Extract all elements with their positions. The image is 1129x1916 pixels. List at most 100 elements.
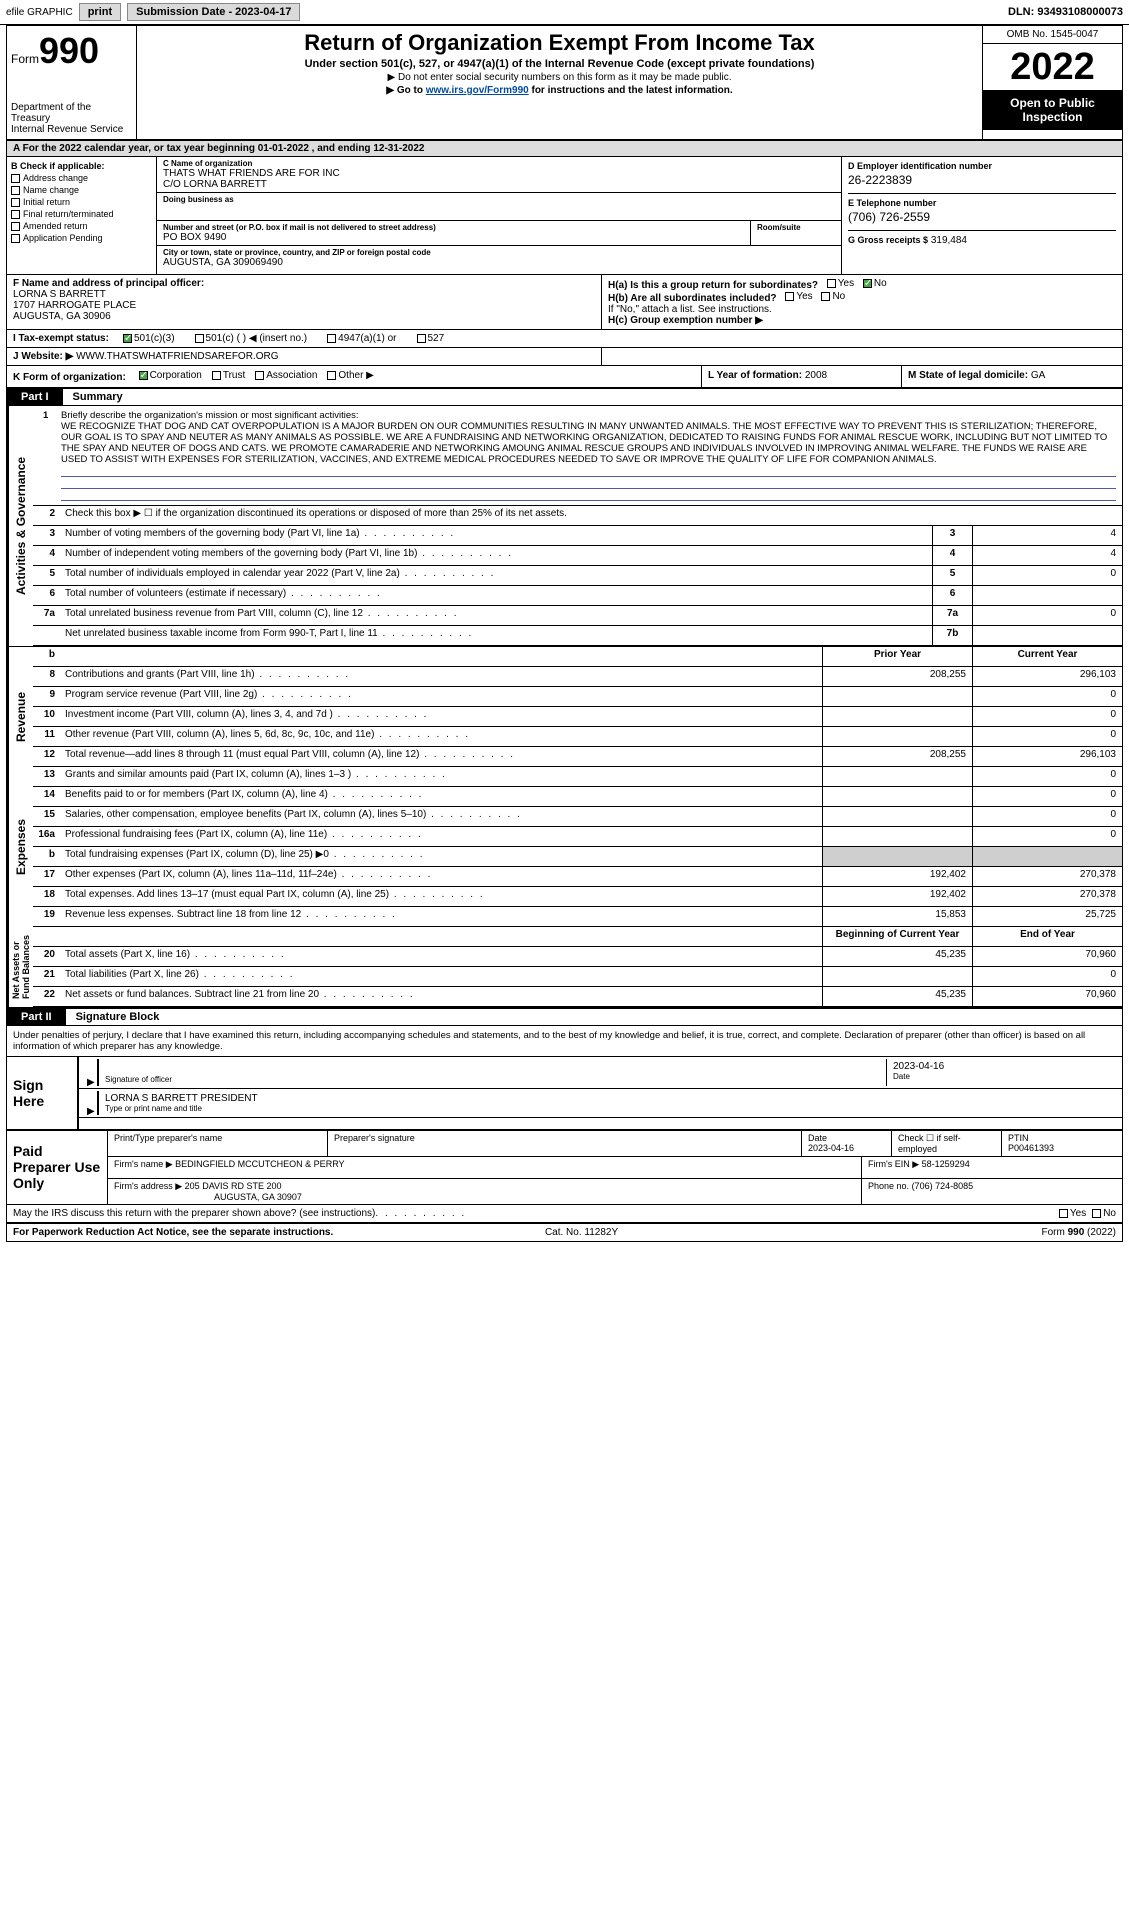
part2-tab: Part II [7, 1009, 66, 1025]
line-num: 22 [33, 987, 61, 1006]
line-desc: Program service revenue (Part VIII, line… [61, 687, 822, 706]
city-value: AUGUSTA, GA 309069490 [163, 257, 835, 268]
line-value [972, 626, 1122, 645]
line-num: 11 [33, 727, 61, 746]
prep-check-cell[interactable]: Check ☐ if self-employed [892, 1131, 1002, 1156]
org-form-trust[interactable]: Trust [212, 370, 245, 381]
box-b: B Check if applicable: Address changeNam… [7, 157, 157, 274]
line-desc: Other revenue (Part VIII, column (A), li… [61, 727, 822, 746]
line2-text: Check this box ▶ ☐ if the organization d… [61, 506, 1122, 525]
prior-cell: 45,235 [822, 947, 972, 966]
line3-row: 3Number of voting members of the governi… [33, 526, 1122, 546]
submission-date-button[interactable]: Submission Date - 2023-04-17 [127, 3, 300, 21]
stub-side [7, 647, 33, 667]
hb-row: H(b) Are all subordinates included? Yes … [608, 291, 1116, 304]
current-cell: 296,103 [972, 747, 1122, 766]
org-name: THATS WHAT FRIENDS ARE FOR INC [163, 168, 835, 179]
line-desc: Contributions and grants (Part VIII, lin… [61, 667, 822, 686]
revenue-body: 8Contributions and grants (Part VIII, li… [33, 667, 1122, 767]
ha-yes[interactable]: Yes [827, 278, 854, 289]
checkbox-address-change[interactable]: Address change [11, 173, 152, 183]
current-cell: 25,725 [972, 907, 1122, 926]
preparer-block: Paid Preparer Use Only Print/Type prepar… [7, 1131, 1122, 1205]
line-desc: Total unrelated business revenue from Pa… [61, 606, 932, 625]
ptin-cell: PTIN P00461393 [1002, 1131, 1122, 1156]
current-cell: 296,103 [972, 667, 1122, 686]
ptin-lbl: PTIN [1008, 1133, 1116, 1143]
form-header: Form990 Department of the Treasury Inter… [7, 26, 1122, 141]
line2-row: 2 Check this box ▶ ☐ if the organization… [33, 506, 1122, 526]
sig-date-label: Date [893, 1072, 1110, 1081]
sig-officer: Signature of officer [99, 1059, 886, 1086]
signature-row: Signature of officer 2023-04-16 Date [79, 1057, 1122, 1089]
hb-yes[interactable]: Yes [785, 291, 812, 302]
begin-year-header: Beginning of Current Year [822, 927, 972, 946]
org-form-other ▶[interactable]: Other ▶ [327, 370, 373, 381]
discuss-yes[interactable]: Yes [1059, 1208, 1086, 1219]
line-desc: Professional fundraising fees (Part IX, … [61, 827, 822, 846]
line-num: b [33, 847, 61, 866]
dots [375, 1208, 466, 1219]
line11-row: 11Other revenue (Part VIII, column (A), … [33, 727, 1122, 747]
suite-label: Room/suite [757, 223, 835, 232]
print-button[interactable]: print [79, 3, 121, 21]
ha-no[interactable]: No [863, 278, 887, 289]
firm-addr-cell: Firm's address ▶ 205 DAVIS RD STE 200 AU… [108, 1179, 862, 1204]
prep-row2: Firm's name ▶ BEDINGFIELD MCCUTCHEON & P… [108, 1157, 1122, 1179]
line17-row: 17Other expenses (Part IX, column (A), l… [33, 867, 1122, 887]
dba-row: Doing business as [157, 193, 841, 221]
line-num: 14 [33, 787, 61, 806]
checkbox-amended-return[interactable]: Amended return [11, 221, 152, 231]
line-desc: Net assets or fund balances. Subtract li… [61, 987, 822, 1006]
b-desc [61, 647, 822, 666]
line21-row: 21Total liabilities (Part X, line 26)0 [33, 967, 1122, 987]
part1-title: Summary [63, 389, 133, 405]
discuss-no[interactable]: No [1092, 1208, 1116, 1219]
line-num: 18 [33, 887, 61, 906]
prior-cell: 208,255 [822, 747, 972, 766]
org-form-association[interactable]: Association [255, 370, 317, 381]
row-j: J Website: ▶ WWW.THATSWHATFRIENDSAREFOR.… [7, 348, 1122, 366]
hb-no[interactable]: No [821, 291, 845, 302]
line-desc: Total number of volunteers (estimate if … [61, 586, 932, 605]
header-right: OMB No. 1545-0047 2022 Open to Public In… [982, 26, 1122, 139]
ag-body: 1 Briefly describe the organization's mi… [33, 406, 1122, 646]
i-label: I Tax-exempt status: [13, 333, 109, 344]
current-year-header: Current Year [972, 647, 1122, 666]
part2-header: Part II Signature Block [7, 1007, 1122, 1026]
name-title-cell: LORNA S BARRETT PRESIDENT Type or print … [99, 1091, 1116, 1115]
prep-name-cell: Print/Type preparer's name [108, 1131, 328, 1156]
sign-body: Signature of officer 2023-04-16 Date LOR… [77, 1057, 1122, 1129]
checkbox-initial-return[interactable]: Initial return [11, 197, 152, 207]
firm-ein-cell: Firm's EIN ▶ 58-1259294 [862, 1157, 1122, 1178]
checkbox-name-change[interactable]: Name change [11, 185, 152, 195]
preparer-label: Paid Preparer Use Only [7, 1131, 107, 1204]
checkbox-final-return-terminated[interactable]: Final return/terminated [11, 209, 152, 219]
prior-cell: 192,402 [822, 867, 972, 886]
tax-status-2[interactable]: 4947(a)(1) or [327, 333, 396, 344]
open-public: Open to Public Inspection [983, 90, 1122, 130]
box-k: K Form of organization: CorporationTrust… [7, 366, 702, 387]
box-deg: D Employer identification number 26-2223… [842, 157, 1122, 274]
tax-status-0[interactable]: 501(c)(3) [123, 333, 175, 344]
name-title-row: LORNA S BARRETT PRESIDENT Type or print … [79, 1089, 1122, 1118]
line7a-row: 7aTotal unrelated business revenue from … [33, 606, 1122, 626]
expenses-body: 13Grants and similar amounts paid (Part … [33, 767, 1122, 927]
note2-post: for instructions and the latest informat… [529, 85, 733, 96]
info-block: B Check if applicable: Address changeNam… [7, 157, 1122, 275]
tax-status-1[interactable]: 501(c) ( ) ◀ (insert no.) [195, 333, 308, 344]
revenue-side-label: Revenue [7, 667, 33, 767]
line-desc: Total liabilities (Part X, line 26) [61, 967, 822, 986]
sign-here-label: Sign Here [7, 1057, 77, 1129]
street-value: PO BOX 9490 [163, 232, 744, 243]
sig-date-cell: 2023-04-16 Date [886, 1059, 1116, 1086]
line6-row: 6Total number of volunteers (estimate if… [33, 586, 1122, 606]
phone-lbl: Phone no. [868, 1181, 909, 1191]
current-cell: 0 [972, 727, 1122, 746]
irs-link[interactable]: www.irs.gov/Form990 [426, 85, 529, 96]
tax-status-3[interactable]: 527 [417, 333, 445, 344]
checkbox-application-pending[interactable]: Application Pending [11, 233, 152, 243]
box-h: H(a) Is this a group return for subordin… [602, 275, 1122, 329]
line-value: 4 [972, 526, 1122, 545]
org-form-corporation[interactable]: Corporation [139, 370, 202, 381]
